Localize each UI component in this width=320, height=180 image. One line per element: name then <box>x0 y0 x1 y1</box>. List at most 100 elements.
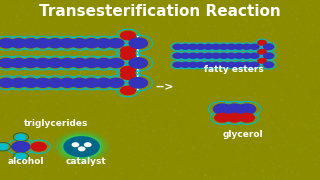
Point <box>164 21 170 24</box>
Point <box>156 144 161 147</box>
Point <box>14 49 19 52</box>
Point <box>274 111 279 114</box>
Point <box>290 134 295 137</box>
Point <box>83 27 88 30</box>
Point <box>67 93 72 95</box>
Point <box>39 166 44 169</box>
Point <box>277 128 282 131</box>
Point <box>106 100 111 102</box>
Point <box>83 6 88 9</box>
Point <box>52 23 57 26</box>
Point <box>66 14 71 17</box>
Point <box>50 72 55 75</box>
Point <box>270 166 275 169</box>
Point <box>193 93 198 96</box>
Point <box>32 145 37 148</box>
Circle shape <box>35 78 51 87</box>
Point <box>244 28 250 31</box>
Point <box>141 147 147 149</box>
Point <box>253 140 258 142</box>
Point <box>75 137 80 140</box>
Point <box>179 70 184 73</box>
Point <box>134 16 139 19</box>
Point <box>53 13 59 16</box>
Point <box>258 152 263 155</box>
Point <box>131 64 136 66</box>
Point <box>65 70 70 73</box>
Point <box>4 144 10 147</box>
Point <box>187 123 192 126</box>
Point <box>52 102 57 105</box>
Point <box>149 11 154 14</box>
Point <box>244 103 249 106</box>
Point <box>307 85 312 88</box>
Point <box>299 117 304 120</box>
Point <box>105 2 110 5</box>
Point <box>278 87 284 89</box>
Point <box>18 14 23 17</box>
Point <box>43 57 48 60</box>
Point <box>28 145 33 148</box>
Point <box>62 125 67 127</box>
Point <box>301 80 306 83</box>
Point <box>294 17 299 20</box>
Point <box>62 83 67 86</box>
Point <box>250 147 255 150</box>
Point <box>236 44 241 47</box>
Point <box>257 155 262 158</box>
Point <box>190 48 196 51</box>
Point <box>248 39 253 42</box>
Point <box>107 87 112 90</box>
Point <box>135 125 140 128</box>
Point <box>314 158 319 161</box>
Point <box>286 167 292 170</box>
Point <box>252 12 257 14</box>
Point <box>268 145 273 148</box>
Point <box>160 61 165 64</box>
Point <box>308 175 313 178</box>
Circle shape <box>250 44 259 49</box>
Point <box>262 51 267 54</box>
Point <box>102 132 107 135</box>
Point <box>263 159 268 162</box>
Point <box>284 89 289 92</box>
Circle shape <box>215 113 230 122</box>
Point <box>108 101 113 104</box>
Point <box>17 126 22 129</box>
Point <box>223 176 228 179</box>
Point <box>304 112 309 115</box>
Point <box>132 96 138 99</box>
Point <box>245 161 250 164</box>
Point <box>151 100 156 103</box>
Point <box>35 171 40 174</box>
Point <box>124 31 129 34</box>
Point <box>154 129 159 131</box>
Point <box>84 47 89 50</box>
Point <box>171 110 176 113</box>
Point <box>123 147 128 150</box>
Point <box>179 99 184 102</box>
Point <box>6 84 12 87</box>
Point <box>88 127 93 130</box>
Point <box>100 171 105 174</box>
Point <box>128 99 133 102</box>
Point <box>252 63 257 66</box>
Point <box>276 153 281 156</box>
Point <box>120 14 125 17</box>
Point <box>63 75 68 78</box>
Point <box>159 174 164 177</box>
Point <box>147 61 152 64</box>
Point <box>267 143 272 145</box>
Point <box>42 134 47 137</box>
Point <box>317 104 320 107</box>
Point <box>210 7 215 10</box>
Point <box>268 146 273 148</box>
Point <box>33 145 38 147</box>
Point <box>260 110 265 112</box>
Point <box>116 59 121 62</box>
Point <box>32 2 37 5</box>
Point <box>149 111 154 114</box>
Point <box>119 79 124 82</box>
Point <box>100 39 105 42</box>
Point <box>243 161 248 163</box>
